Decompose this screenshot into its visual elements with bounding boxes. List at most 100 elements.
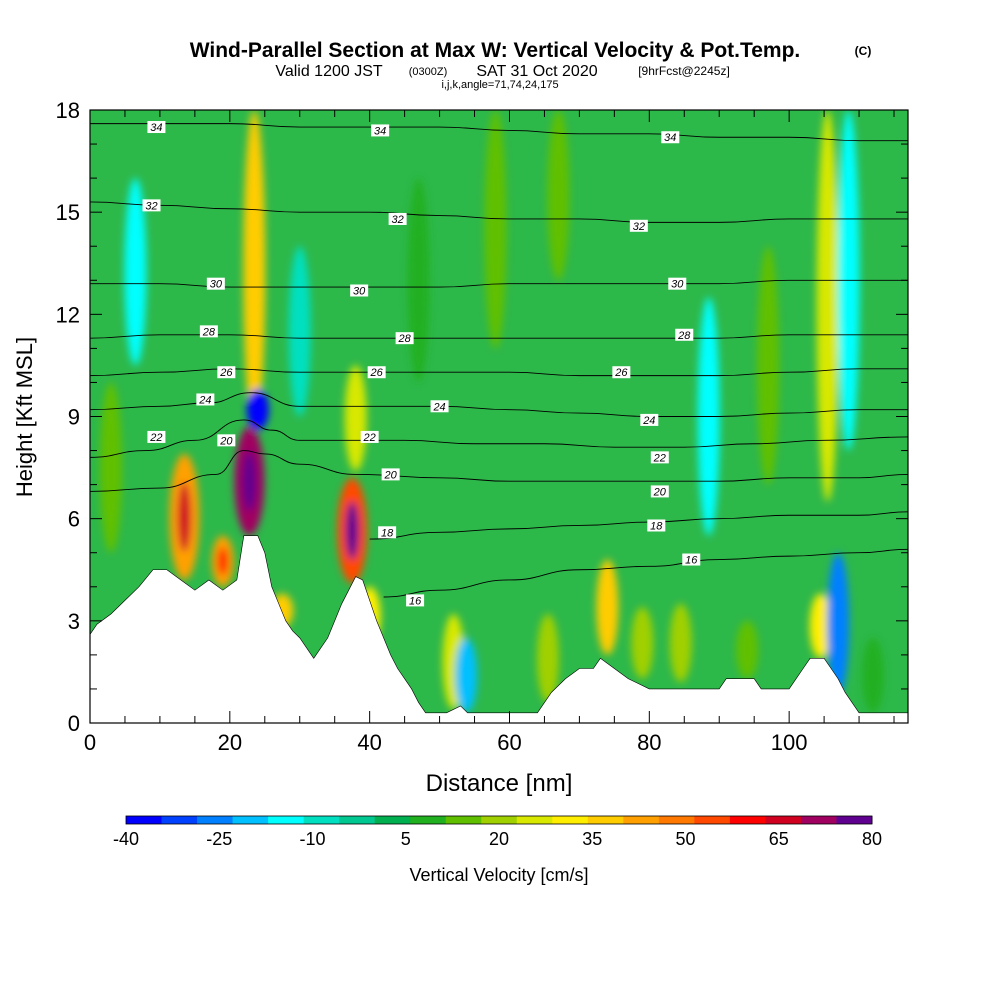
x-tick-label: 80 xyxy=(637,730,661,755)
contour-label: 26 xyxy=(367,366,386,379)
contour-label-text: 20 xyxy=(384,469,398,481)
velocity-core xyxy=(242,451,257,512)
contour-label-box xyxy=(406,594,425,607)
contour-label-text: 28 xyxy=(677,330,691,342)
y-tick-label: 9 xyxy=(68,405,80,430)
colorbar-swatch xyxy=(765,816,802,824)
velocity-core xyxy=(177,482,192,552)
contour-label: 22 xyxy=(360,430,379,444)
contour-label: 34 xyxy=(371,124,390,137)
contour-label: 20 xyxy=(217,434,236,447)
colorbar-tick-label: 20 xyxy=(489,829,509,849)
contour-label: 20 xyxy=(650,485,669,498)
contour-label-text: 26 xyxy=(614,367,628,379)
contour-label-box xyxy=(360,430,379,443)
contour-label-text: 24 xyxy=(432,401,445,413)
contour-label: 32 xyxy=(388,212,407,226)
contour-label-box xyxy=(350,284,369,297)
contour-label-box xyxy=(217,366,236,379)
colorbar-label: Vertical Velocity [cm/s] xyxy=(409,865,588,885)
contour-label: 22 xyxy=(147,430,166,444)
contour-label: 28 xyxy=(675,328,694,342)
subtitle-utc: (0300Z) xyxy=(409,66,448,78)
velocity-field xyxy=(99,110,885,713)
subtitle-ijk: i,j,k,angle=71,74,24,175 xyxy=(441,79,558,91)
contour-label-box xyxy=(661,131,680,144)
x-tick-label: 40 xyxy=(357,730,381,755)
contour-label: 24 xyxy=(430,400,449,413)
contour-label-box xyxy=(147,430,166,443)
contour-label: 32 xyxy=(142,199,161,212)
contour-label-box xyxy=(650,485,669,498)
contour-label-text: 16 xyxy=(685,555,698,567)
colorbar-swatch xyxy=(481,816,518,824)
colorbar-tick-label: 65 xyxy=(769,829,789,849)
velocity-cell xyxy=(736,620,759,679)
contour-label-text: 20 xyxy=(219,435,233,447)
copyright-mark: (C) xyxy=(855,44,872,58)
contour-label-box xyxy=(371,124,390,137)
contour-label: 18 xyxy=(647,519,666,532)
velocity-cell xyxy=(536,614,559,703)
contour-label-text: 26 xyxy=(219,367,233,379)
contour-label: 28 xyxy=(395,332,414,345)
contour-label-box xyxy=(388,212,407,225)
contour-label-box xyxy=(199,325,218,338)
contour-label-text: 32 xyxy=(391,214,403,226)
theta-contour-16 xyxy=(383,548,908,598)
colorbar-tick-label: 80 xyxy=(862,829,882,849)
contour-label: 30 xyxy=(206,277,225,291)
contour-label-text: 34 xyxy=(374,125,386,137)
velocity-cell xyxy=(124,178,147,366)
subtitle-date: SAT 31 Oct 2020 xyxy=(476,63,597,80)
contour-label-box xyxy=(430,400,449,413)
colorbar-swatch xyxy=(445,816,482,824)
contour-label: 28 xyxy=(199,325,218,338)
contour-label-box xyxy=(196,393,215,406)
colorbar-swatch xyxy=(232,816,269,824)
colorbar-swatch xyxy=(339,816,376,824)
velocity-cell xyxy=(547,110,570,281)
contour-label-text: 34 xyxy=(664,132,676,144)
contour-label-box xyxy=(682,553,701,566)
contour-label-text: 32 xyxy=(145,200,157,212)
theta-contour-24 xyxy=(90,392,908,417)
contour-label-text: 22 xyxy=(653,452,666,464)
contour-label-text: 32 xyxy=(633,221,645,233)
contour-label: 16 xyxy=(406,594,425,607)
velocity-cell xyxy=(631,607,654,679)
contour-label: 26 xyxy=(612,366,631,379)
x-tick-label: 0 xyxy=(84,730,96,755)
theta-contour-20 xyxy=(90,450,908,492)
contour-label: 16 xyxy=(682,553,701,567)
chart-subtitle: Valid 1200 JST (0300Z) SAT 31 Oct 2020 [… xyxy=(275,63,729,80)
velocity-cell xyxy=(246,389,269,431)
x-axis-ticks: 0 20 40 60 80 100 xyxy=(84,110,895,755)
x-tick-label: 20 xyxy=(218,730,242,755)
contour-label-box xyxy=(147,121,166,134)
colorbar-swatch xyxy=(268,816,305,824)
velocity-cell xyxy=(407,178,430,383)
velocity-cell xyxy=(455,637,478,713)
colorbar-swatch xyxy=(410,816,447,824)
colorbar-tick-label: -10 xyxy=(299,829,325,849)
colorbar-swatch xyxy=(729,816,766,824)
colorbar-swatch xyxy=(836,816,873,824)
contour-label-text: 28 xyxy=(202,326,216,338)
x-axis-label: Distance [nm] xyxy=(426,770,573,797)
colorbar-tick-label: -40 xyxy=(113,829,139,849)
y-tick-label: 0 xyxy=(68,711,80,736)
colorbar-swatch xyxy=(800,816,837,824)
y-tick-label: 12 xyxy=(56,302,80,327)
contour-label-text: 18 xyxy=(650,520,663,532)
contour-label-text: 26 xyxy=(370,367,384,379)
contour-label-box xyxy=(650,451,669,464)
contour-label: 30 xyxy=(350,284,369,297)
y-axis-label: Height [Kft MSL] xyxy=(12,337,37,497)
colorbar-swatch xyxy=(516,816,553,824)
contour-label-text: 22 xyxy=(363,432,376,444)
velocity-cell xyxy=(669,603,692,683)
colorbar-tick-label: 35 xyxy=(582,829,602,849)
contour-label: 34 xyxy=(147,121,166,134)
